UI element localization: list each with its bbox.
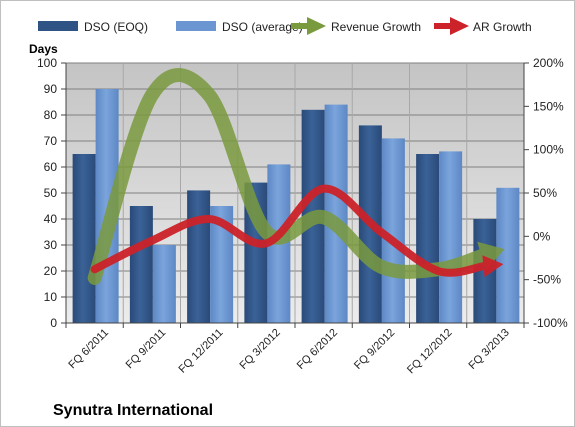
growth-lines — [87, 68, 505, 285]
legend-label-revenue-growth: Revenue Growth — [331, 20, 421, 34]
left-tick-label: 30 — [44, 238, 58, 252]
bar-dso-average-6 — [439, 151, 463, 323]
right-tick-label: 150% — [533, 99, 564, 113]
bar-dso-average-2 — [210, 206, 234, 323]
left-axis-ticks: 0 10 20 30 40 50 60 70 80 90 100 — [37, 56, 66, 330]
bar-dso-average-7 — [496, 187, 520, 323]
bar-dso-eoq-1 — [129, 206, 153, 323]
right-tick-label: 100% — [533, 143, 564, 157]
legend-item-revenue-growth: Revenue Growth — [291, 17, 421, 35]
left-tick-label: 70 — [44, 134, 58, 148]
legend-label-ar-growth: AR Growth — [473, 20, 532, 34]
right-tick-label: 200% — [533, 56, 564, 70]
legend: DSO (EOQ) DSO (average) Revenue Growth A… — [38, 17, 532, 35]
legend-swatch-dso-eoq — [38, 21, 78, 31]
left-tick-label: 10 — [44, 290, 58, 304]
right-tick-label: 50% — [533, 186, 557, 200]
x-tick-label: FQ 6/2011 — [66, 327, 111, 372]
bar-dso-eoq-2 — [187, 190, 211, 323]
x-tick-label: FQ 6/2012 — [295, 327, 340, 372]
x-tick-label: FQ 9/2012 — [352, 327, 397, 372]
bar-dso-average-1 — [152, 245, 176, 323]
chart-title: Synutra International — [53, 402, 213, 419]
left-tick-label: 90 — [44, 82, 58, 96]
arrowhead-ar-growth — [482, 255, 504, 278]
left-tick-label: 40 — [44, 212, 58, 226]
left-tick-label: 80 — [44, 108, 58, 122]
x-tick-label: FQ 12/2011 — [177, 327, 226, 376]
legend-arrow-revenue-growth — [291, 17, 326, 35]
x-tick-label: FQ 3/2013 — [467, 327, 512, 372]
legend-arrow-ar-growth — [434, 17, 469, 35]
x-tick-label: FQ 9/2011 — [124, 327, 169, 372]
x-axis-ticks: FQ 6/2011 FQ 9/2011 FQ 12/2011 FQ 3/2012 FQ … — [65, 323, 525, 377]
line-path-ar-growth — [90, 184, 488, 277]
bar-dso-eoq-6 — [416, 154, 440, 323]
legend-label-dso-average: DSO (average) — [222, 20, 303, 34]
left-tick-label: 20 — [44, 264, 58, 278]
y-axis-title: Days — [29, 42, 58, 56]
legend-swatch-dso-average — [176, 21, 216, 31]
left-tick-label: 0 — [50, 316, 57, 330]
right-tick-label: -50% — [533, 273, 561, 287]
left-tick-label: 100 — [37, 56, 57, 70]
legend-item-dso-eoq: DSO (EOQ) — [38, 20, 148, 34]
x-tick-label: FQ 12/2012 — [405, 327, 455, 377]
legend-item-dso-average: DSO (average) — [176, 20, 303, 34]
bar-dso-eoq-0 — [72, 154, 96, 323]
left-tick-label: 60 — [44, 160, 58, 174]
gridlines — [66, 62, 524, 323]
line-ar-growth — [90, 184, 504, 278]
right-axis-ticks: -100% -50% 0% 50% 100% 150% 200% — [524, 56, 568, 330]
left-tick-label: 50 — [44, 186, 58, 200]
right-tick-label: 0% — [533, 229, 551, 243]
x-tick-label: FQ 3/2012 — [238, 327, 283, 372]
legend-item-ar-growth: AR Growth — [434, 17, 532, 35]
legend-label-dso-eoq: DSO (EOQ) — [84, 20, 148, 34]
bar-dso-average-4 — [324, 104, 348, 323]
right-tick-label: -100% — [533, 316, 568, 330]
